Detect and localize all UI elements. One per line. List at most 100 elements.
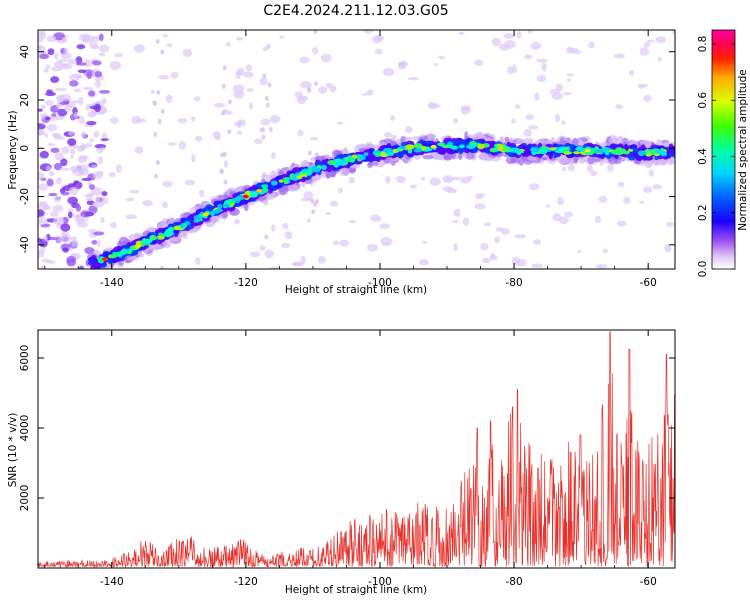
spectrogram-noise-blob: [453, 243, 458, 251]
spectrogram-noise-blob: [102, 97, 107, 105]
spectrogram-ridge-core: [149, 234, 157, 241]
spectrogram-noise-blob: [64, 103, 72, 113]
spectrogram-ridge-blob: [301, 180, 306, 188]
spectrogram-noise-blob: [67, 196, 78, 205]
spectrogram-noise-blob: [82, 86, 94, 91]
spectrogram-ridge-blob: [128, 234, 140, 240]
spectrogram-noise-blob: [86, 194, 93, 202]
spectrogram-ridge-core: [193, 219, 200, 223]
spectrogram-noise-blob: [568, 47, 579, 52]
spectrogram-noise-blob: [60, 52, 72, 60]
spectrogram-noise-blob: [629, 70, 635, 76]
spectrogram-ridge-core: [573, 151, 581, 155]
spectrogram-noise-blob: [88, 192, 95, 196]
spectrogram-panel: -140 -120 -100 -80 -60 -40 -20 0 20 40 Height of …: [7, 29, 676, 296]
spectrogram-noise-blob: [38, 108, 43, 112]
spectrogram-noise-blob: [182, 48, 193, 57]
spectrogram-ridge-core: [109, 254, 117, 259]
spectrogram-noise-blob: [527, 125, 539, 130]
spectrogram-noise-blob: [39, 53, 50, 60]
spectrogram-noise-blob: [329, 200, 339, 207]
spectrogram-ridge-core: [563, 146, 568, 151]
figure-title: C2E4.2024.211.12.03.G05: [263, 3, 448, 19]
spectrogram-noise-blob: [511, 118, 516, 124]
spectrogram-noise-blob: [474, 59, 484, 67]
spectrogram-ridge-blob: [427, 133, 437, 139]
spectrogram-ridge-core: [477, 143, 485, 150]
spectrogram-noise-blob: [95, 170, 104, 176]
spectrogram-noise-blob: [38, 44, 43, 49]
spectrogram-noise-blob: [57, 59, 68, 63]
spectrogram-noise-blob: [78, 115, 85, 125]
spectrogram-noise-blob: [84, 211, 95, 217]
spectrogram-ridge-blob: [510, 159, 522, 164]
spectrogram-noise-blob: [101, 190, 108, 197]
spectrogram-noise-blob: [434, 63, 439, 67]
spectrogram-ridge-core: [363, 152, 369, 156]
spectrogram-noise-blob: [282, 222, 289, 230]
spectrogram-noise-blob: [348, 219, 357, 224]
spectrogram-noise-blob: [531, 263, 544, 268]
spectrogram-ridge-core: [505, 148, 512, 153]
spectrogram-noise-blob: [44, 116, 51, 120]
spectrogram-noise-blob: [588, 41, 595, 49]
spectrogram-noise-blob: [586, 165, 593, 173]
spectrogram-noise-blob: [75, 74, 83, 79]
spectrogram-noise-blob: [45, 99, 54, 106]
spectrogram-noise-blob: [150, 89, 155, 95]
spectrogram-noise-blob: [284, 231, 293, 240]
spectrogram-ridge-core: [223, 203, 230, 208]
spectrogram-noise-blob: [480, 242, 489, 251]
snr-ticks: -140 -120 -100 -80 -60 2000 4000 6000: [19, 330, 675, 588]
spectrogram-noise-blob: [78, 96, 84, 106]
spectrogram-noise-blob: [382, 67, 395, 77]
spectrogram-ridge-blob: [127, 256, 136, 261]
spectrogram-noise-blob: [55, 176, 62, 185]
spectrogram-ridge-blob: [515, 138, 524, 144]
spectrogram-noise-blob: [155, 160, 160, 166]
spectrogram-noise-blob: [155, 39, 160, 45]
snr-x-tick-label: -60: [640, 576, 657, 588]
spectrogram-ridge-core: [660, 150, 668, 157]
spectrogram-noise-blob: [38, 128, 45, 136]
spectrogram-noise-blob: [83, 59, 92, 68]
spectrogram-noise-blob: [178, 141, 186, 150]
spectrogram-noise-blob: [46, 89, 53, 94]
spectrogram-noise-blob: [262, 73, 267, 79]
spectrogram-noise-blob: [62, 247, 69, 253]
colorbar-frame: [711, 29, 736, 270]
spectrogram-noise-blob: [279, 35, 285, 39]
spectrogram-ridge-blob: [660, 159, 666, 165]
colorbar: 0.0 0.2 0.4 0.6 0.8 Normalized spectral ampl…: [697, 29, 749, 277]
spectrogram-noise-blob: [329, 85, 337, 93]
spectrogram-noise-blob: [156, 89, 161, 95]
spectrogram-noise-blob: [271, 152, 276, 159]
spectrogram-noise-blob: [94, 79, 101, 88]
spectrogram-noise-blob: [89, 138, 95, 143]
spectrogram-noise-blob: [453, 118, 459, 124]
spectrogram-noise-blob: [555, 83, 564, 92]
spectrogram-ridge-core: [300, 173, 305, 177]
spectrogram-hotspot: [102, 257, 109, 262]
spectrogram-ridge-core: [123, 248, 130, 253]
spectrogram-ridge-blob: [527, 156, 537, 161]
spectrogram-noise-blob: [664, 244, 672, 253]
colorbar-tick-label: 0.2: [697, 204, 709, 221]
spectrogram-ridge-core: [270, 180, 278, 186]
spectrogram-noise-blob: [54, 52, 59, 60]
spectrogram-noise-blob: [191, 154, 196, 163]
colorbar-tick-label: 0.6: [697, 92, 709, 109]
spectrogram-noise-blob: [503, 33, 515, 39]
spectrogram-noise-blob: [312, 46, 319, 55]
spectrogram-noise-blob: [82, 34, 94, 44]
spectrogram-noise-blob: [237, 130, 243, 135]
spectrogram-noise-blob: [87, 179, 92, 186]
spectrogram-ridge-blob: [92, 262, 101, 267]
spectrogram-noise-blob: [311, 209, 316, 215]
spectrogram-ridge-blob: [552, 143, 557, 148]
spectrogram-noise-blob: [46, 35, 57, 43]
spectrogram-hotspot: [430, 145, 437, 149]
spectrogram-noise-blob: [242, 71, 254, 78]
spectrogram-ridge-blob: [211, 215, 219, 224]
spectrogram-noise-blob: [157, 119, 162, 125]
